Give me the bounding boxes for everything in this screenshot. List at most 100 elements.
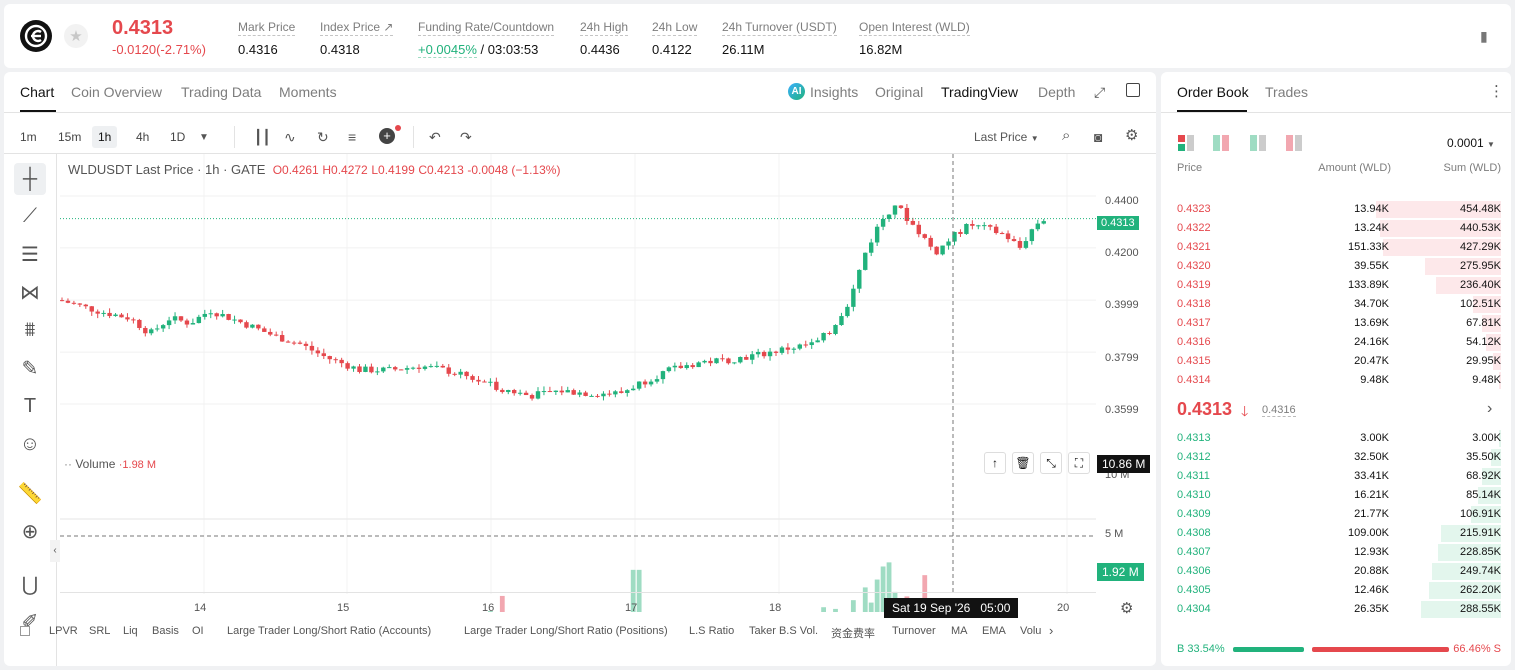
tab-original[interactable]: Original [875,84,924,100]
view-bids-icon[interactable] [1250,135,1266,151]
fib-tool-icon[interactable]: ☰ [21,243,39,266]
bids-row[interactable]: 0.4312 32.50K 35.50K [1161,448,1511,467]
candle-body [404,368,410,370]
zoom-in-tool-icon[interactable]: ⊕ [21,520,39,543]
tab-tradingview[interactable]: TradingView [941,84,1019,100]
templates-icon[interactable]: ≡ [348,129,357,145]
brush-tool-icon[interactable]: ✎ [21,357,39,380]
favorite-star-icon[interactable]: ★ [64,24,88,48]
collapse-icon[interactable]: ⤡ [1040,452,1062,474]
timeframe-15m[interactable]: 15m [58,130,82,144]
asks-row[interactable]: 0.4319 133.89K 236.40K [1161,276,1511,295]
timeframe-4h[interactable]: 4h [136,130,150,144]
asks-row[interactable]: 0.4320 39.55K 275.95K [1161,257,1511,276]
timeframe-1d[interactable]: 1D [170,130,186,144]
expand-icon[interactable]: ⤢ [1094,84,1106,100]
undo-icon[interactable]: ↶ [429,129,441,145]
bids-row[interactable]: 0.4304 26.35K 288.55K [1161,600,1511,619]
bids-row[interactable]: 0.4310 16.21K 85.14K [1161,486,1511,505]
trendline-tool-icon[interactable]: ⟋ [23,204,37,227]
search-icon[interactable]: ⌕ [1062,127,1071,144]
indicator-srl[interactable]: SRL [89,625,111,637]
timeframe-dropdown-icon[interactable]: ▼ [199,132,209,143]
indicator-ema[interactable]: EMA [982,625,1006,637]
indicator-lt-positions[interactable]: Large Trader Long/Short Ratio (Positions… [464,625,668,637]
row-amount: 20.47K [1354,355,1389,367]
asks-row[interactable]: 0.4317 13.69K 67.81K [1161,314,1511,333]
indicator-lt-accounts[interactable]: Large Trader Long/Short Ratio (Accounts) [227,625,432,637]
bids-row[interactable]: 0.4313 3.00K 3.00K [1161,429,1511,448]
indicator-ls-ratio[interactable]: L.S Ratio [689,625,735,637]
indicator-volume[interactable]: Volu [1020,625,1042,637]
asks-row[interactable]: 0.4323 13.94K 454.48K [1161,200,1511,219]
more-options-icon[interactable]: ⋮ [1489,83,1504,100]
bids-row[interactable]: 0.4309 21.77K 106.91K [1161,505,1511,524]
price-type-select[interactable]: Last Price ▼ [974,130,1039,144]
bids-row[interactable]: 0.4307 12.93K 228.85K [1161,543,1511,562]
crosshair-tool-icon[interactable]: ┼ [14,163,46,195]
window-icon[interactable] [1126,83,1140,97]
emoji-tool-icon[interactable]: ☺ [19,432,41,455]
projection-tool-icon[interactable]: ⩩ [24,318,36,341]
view-asks-icon[interactable] [1286,135,1302,151]
chart-settings-icon[interactable]: ⚙ [1120,600,1134,617]
asks-row[interactable]: 0.4315 20.47K 29.95K [1161,352,1511,371]
pattern-tool-icon[interactable]: ⋈ [20,281,40,304]
candle-body [285,341,291,343]
view-split-icon[interactable] [1213,135,1229,151]
timeframe-1m[interactable]: 1m [20,130,37,144]
candlestick-chart[interactable]: TV [60,154,1096,612]
scroll-right-icon[interactable]: › [1049,623,1054,638]
asks-row[interactable]: 0.4321 151.33K 427.29K [1161,238,1511,257]
trash-icon[interactable]: 🗑 [1012,452,1034,474]
bids-row[interactable]: 0.4311 33.41K 68.92K [1161,467,1511,486]
bids-row[interactable]: 0.4306 20.88K 249.74K [1161,562,1511,581]
indicator-taker-vol[interactable]: Taker B.S Vol. [749,625,819,637]
row-price: 0.4323 [1177,203,1211,215]
chevron-right-icon[interactable]: › [1487,400,1493,417]
tab-coin-overview[interactable]: Coin Overview [71,84,163,100]
tab-trading-data[interactable]: Trading Data [181,84,262,100]
bids-row[interactable]: 0.4308 109.00K 215.91K [1161,524,1511,543]
indicator-funding-rate[interactable]: 资金费率 [831,627,875,640]
bids-row[interactable]: 0.4305 12.46K 262.20K [1161,581,1511,600]
indicator-turnover[interactable]: Turnover [892,625,936,637]
candle-style-icon[interactable]: ┃┃ [254,129,271,145]
asks-row[interactable]: 0.4316 24.16K 54.12K [1161,333,1511,352]
indicator-basis[interactable]: Basis [152,625,179,637]
indicator-oi[interactable]: OI [192,625,204,637]
timeframe-1h[interactable]: 1h [92,126,118,148]
collapse-toolbar-icon[interactable]: ‹ [50,540,60,562]
volume-bar [868,602,874,612]
add-indicator-icon[interactable]: + [379,128,395,144]
redo-icon[interactable]: ↷ [460,129,472,145]
tab-depth[interactable]: Depth [1038,84,1076,100]
magnet-tool-icon[interactable]: ⋃ [21,573,39,596]
tab-trades[interactable]: Trades [1265,84,1309,100]
book-icon[interactable]: ▮ [1480,28,1488,44]
indicator-lpvr[interactable]: LPVR [49,625,78,637]
arrow-up-icon[interactable]: ↑ [984,452,1006,474]
settings-gear-icon[interactable]: ⚙ [1125,127,1139,144]
text-tool-icon[interactable]: T [23,394,37,417]
asks-row[interactable]: 0.4314 9.48K 9.48K [1161,371,1511,390]
ruler-tool-icon[interactable]: 📏 [17,482,43,505]
compare-icon[interactable]: ↻ [317,129,329,145]
camera-icon[interactable]: ◙ [1094,129,1103,145]
indicators-icon[interactable]: ∿ [284,129,296,145]
tab-moments[interactable]: Moments [279,84,337,100]
precision-select[interactable]: 0.0001 ▼ [1447,136,1495,150]
lock-drawing-tool-icon[interactable]: ✐ [21,610,39,633]
asks-row[interactable]: 0.4322 13.24K 440.53K [1161,219,1511,238]
indicator-menu-icon[interactable] [20,626,30,636]
indicator-ma[interactable]: MA [951,625,968,637]
maximize-icon[interactable]: ⛶ [1068,452,1090,474]
tab-insights[interactable]: Insights [810,84,859,100]
indicator-liq[interactable]: Liq [123,625,138,637]
candle-body [381,367,386,372]
stat-index-price[interactable]: Index Price ↗ 0.4318 [320,20,394,57]
view-both-icon[interactable] [1178,135,1194,151]
tab-chart[interactable]: Chart [20,84,55,100]
asks-row[interactable]: 0.4318 34.70K 102.51K [1161,295,1511,314]
tab-order-book[interactable]: Order Book [1177,84,1249,100]
